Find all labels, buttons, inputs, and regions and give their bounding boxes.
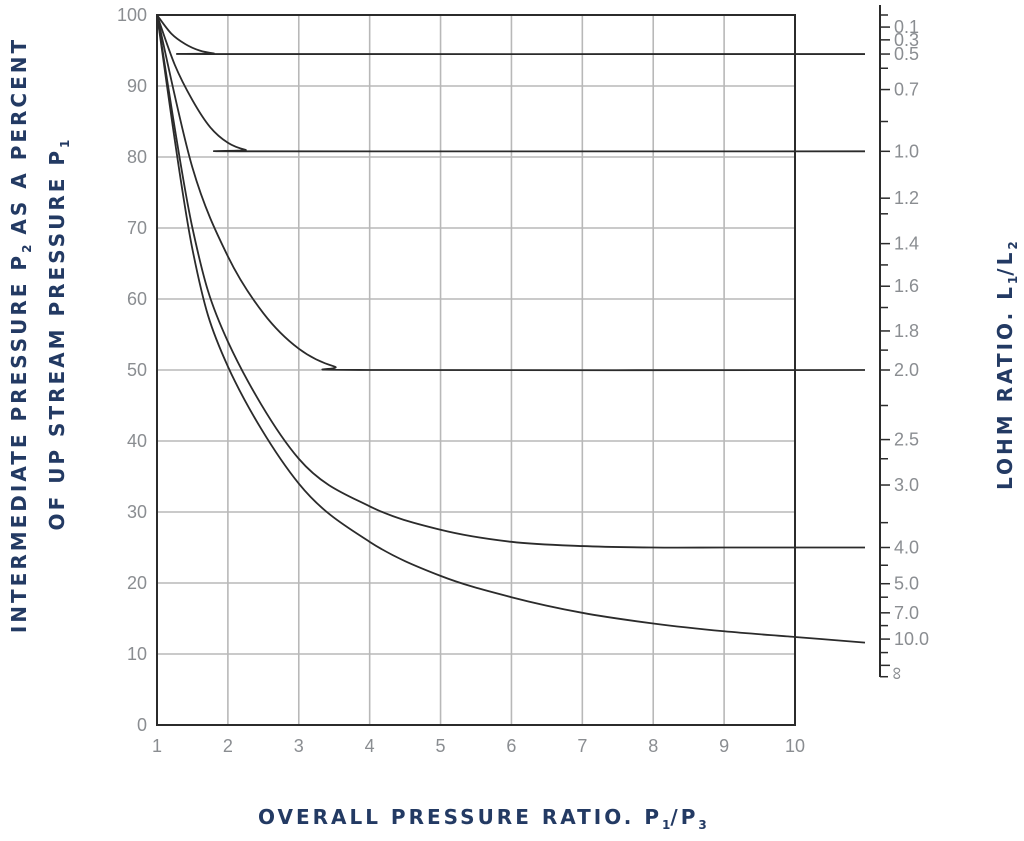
series-line-lohm-2.0: [156, 14, 866, 372]
x-tick-label: 4: [365, 736, 375, 756]
y-axis-label-line-1: INTERMEDIATE PRESSURE P2 AS A PERCENT: [7, 36, 34, 634]
right-axis-label: 0.7: [894, 80, 919, 100]
series-lines: [156, 14, 866, 644]
y-tick-label: 70: [127, 218, 147, 238]
right-axis-label: 2.0: [894, 360, 919, 380]
right-axis-label: 10.0: [894, 629, 929, 649]
x-tick-label: 8: [648, 736, 658, 756]
right-axis-label: 1.4: [894, 234, 919, 254]
y-tick-label: 10: [127, 644, 147, 664]
right-axis-label: 0.1: [894, 17, 919, 37]
series-line-lohm-0.5: [156, 14, 866, 56]
series-line-lohm-1.0: [156, 14, 866, 153]
x-tick-label: 7: [577, 736, 587, 756]
y-axis-label: INTERMEDIATE PRESSURE P2 AS A PERCENT OF…: [4, 15, 80, 655]
right-axis-label-infinity: ∞: [886, 667, 906, 680]
right-axis-label: 3.0: [894, 475, 919, 495]
series-line-lohm-10.0: [156, 14, 866, 644]
y-tick-label: 40: [127, 431, 147, 451]
y-tick-label: 100: [117, 5, 147, 25]
y-tick-label: 30: [127, 502, 147, 522]
y-tick-label: 60: [127, 289, 147, 309]
y-tick-label: 20: [127, 573, 147, 593]
right-axis-label: 7.0: [894, 603, 919, 623]
right-axis-label: 1.0: [894, 141, 919, 161]
right-axis-label: 4.0: [894, 538, 919, 558]
right-axis-label: 5.0: [894, 574, 919, 594]
right-axis-label: 0.5: [894, 44, 919, 64]
x-tick-label: 10: [785, 736, 805, 756]
y-tick-label: 0: [137, 715, 147, 735]
right-axis: 0.10.30.5 0.7 1.0 1.2 1.4 1.6 1.8 2.0 2.5 3.0 4.0 5…: [879, 5, 929, 680]
y-axis-label-line-2: OF UP STREAM PRESSURE P1: [45, 139, 72, 531]
x-tick-label: 5: [436, 736, 446, 756]
y-tick-label: 90: [127, 76, 147, 96]
x-axis-label: OVERALL PRESSURE RATIO. P1/P3: [258, 805, 707, 832]
x-tick-label: 9: [719, 736, 729, 756]
series-line-lohm-4.0: [156, 14, 865, 549]
x-tick-label: 3: [294, 736, 304, 756]
y-tick-label: 80: [127, 147, 147, 167]
right-axis-label: 1.6: [894, 276, 919, 296]
x-tick-label: 1: [152, 736, 162, 756]
right-axis-label: 2.5: [894, 430, 919, 450]
right-axis-label: 0.3: [894, 30, 919, 50]
x-tick-label: 2: [223, 736, 233, 756]
right-axis-label: LOHM RATIO. L1/L2: [993, 241, 1020, 490]
y-tick-label: 50: [127, 360, 147, 380]
x-tick-label: 6: [506, 736, 516, 756]
right-axis-label: 1.2: [894, 188, 919, 208]
right-axis-label: 1.8: [894, 321, 919, 341]
